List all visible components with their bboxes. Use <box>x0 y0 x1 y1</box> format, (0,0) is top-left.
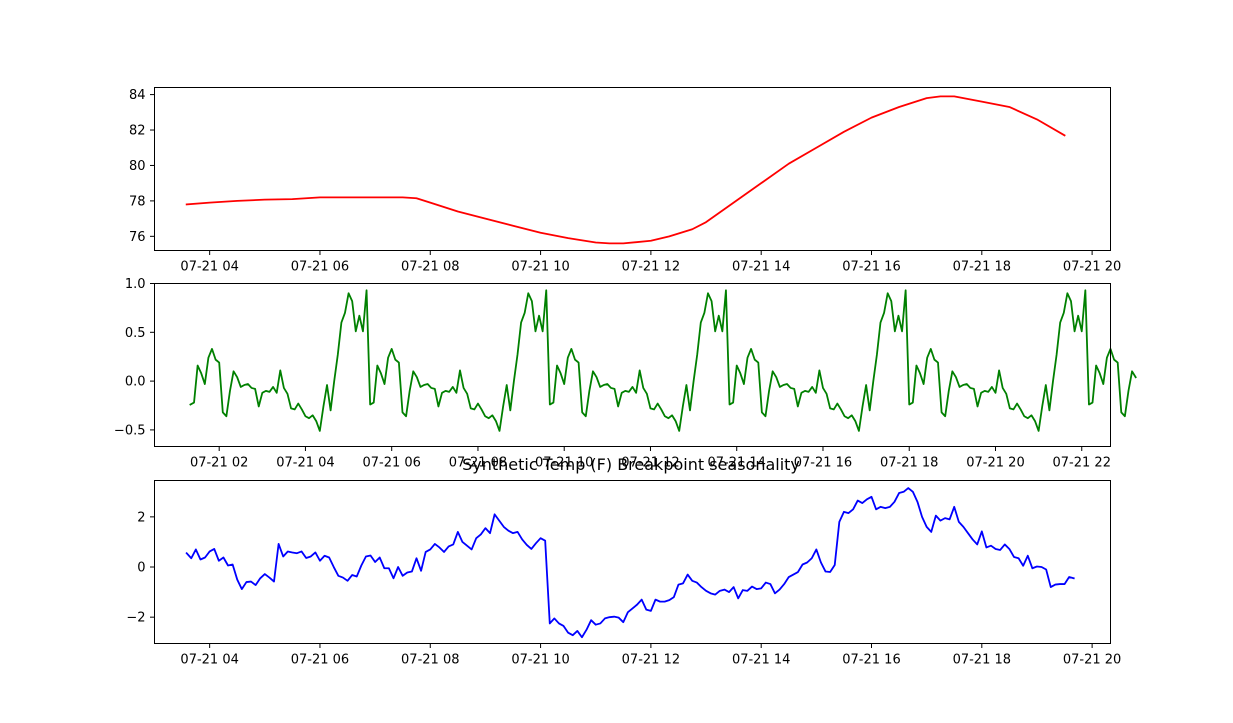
series-line-bottom <box>185 487 1075 639</box>
y-tick-label: 0.0 <box>125 375 146 390</box>
y-tick-label: 0.5 <box>125 326 146 341</box>
x-tick-label: 07-21 14 <box>732 260 790 275</box>
x-tick-label: 07-21 16 <box>842 260 900 275</box>
y-tick-label: 2 <box>137 510 145 525</box>
x-tick-label: 07-21 12 <box>621 456 679 471</box>
x-tick-label: 07-21 18 <box>953 653 1011 668</box>
x-tick-label: 07-21 04 <box>180 260 238 275</box>
x-tick-label: 07-21 20 <box>1063 653 1121 668</box>
x-tick-label: 07-21 16 <box>794 456 852 471</box>
x-tick-label: 07-21 10 <box>535 456 593 471</box>
x-tick-label: 07-21 02 <box>190 456 248 471</box>
x-tick-label: 07-21 10 <box>511 653 569 668</box>
x-tick-label: 07-21 06 <box>291 653 349 668</box>
y-tick-label: 80 <box>129 159 146 174</box>
series-line-middle <box>189 289 1137 432</box>
x-tick-label: 07-21 04 <box>180 653 238 668</box>
x-tick-label: 07-21 18 <box>880 456 938 471</box>
x-tick-label: 07-21 08 <box>449 456 507 471</box>
x-tick-label: 07-21 22 <box>1053 456 1111 471</box>
chart-title: Synthetic Temp (F) Breakpoint seasonalit… <box>462 455 800 474</box>
y-tick-label: 76 <box>129 230 146 245</box>
axes-frame-top <box>154 87 1111 251</box>
subplot-bottom: 07-21 04 07-21 06 07-21 08 07-21 10 07-21 12… <box>126 480 1121 668</box>
y-tick-label: 78 <box>129 194 146 209</box>
y-tick-label: 0 <box>137 561 145 576</box>
y-tick-label: −2 <box>126 611 145 626</box>
x-tick-label: 07-21 04 <box>276 456 334 471</box>
x-tick-label: 07-21 10 <box>511 260 569 275</box>
axes-frame-middle <box>154 283 1111 447</box>
x-tick-label: 07-21 08 <box>401 653 459 668</box>
x-tick-label: 07-21 20 <box>1063 260 1121 275</box>
y-tick-label: −0.5 <box>114 423 146 438</box>
x-tick-label: 07-21 14 <box>707 456 765 471</box>
subplot-top: 07-21 04 07-21 06 07-21 08 07-21 10 07-21 12… <box>129 87 1121 275</box>
axes-frame-bottom <box>154 480 1111 644</box>
y-tick-label: 82 <box>129 124 146 139</box>
x-tick-label: 07-21 20 <box>966 456 1024 471</box>
subplot-middle: 07-21 02 07-21 04 07-21 06 07-21 08 07-21 10… <box>114 277 1137 471</box>
x-tick-label: 07-21 06 <box>362 456 420 471</box>
x-tick-label: 07-21 18 <box>953 260 1011 275</box>
x-tick-label: 07-21 08 <box>401 260 459 275</box>
x-tick-label: 07-21 12 <box>622 653 680 668</box>
x-tick-label: 07-21 12 <box>622 260 680 275</box>
series-line-top <box>185 95 1066 245</box>
y-tick-label: 84 <box>129 88 146 103</box>
y-tick-label: 1.0 <box>125 277 146 292</box>
x-tick-label: 07-21 06 <box>291 260 349 275</box>
x-tick-label: 07-21 16 <box>842 653 900 668</box>
x-tick-label: 07-21 14 <box>732 653 790 668</box>
